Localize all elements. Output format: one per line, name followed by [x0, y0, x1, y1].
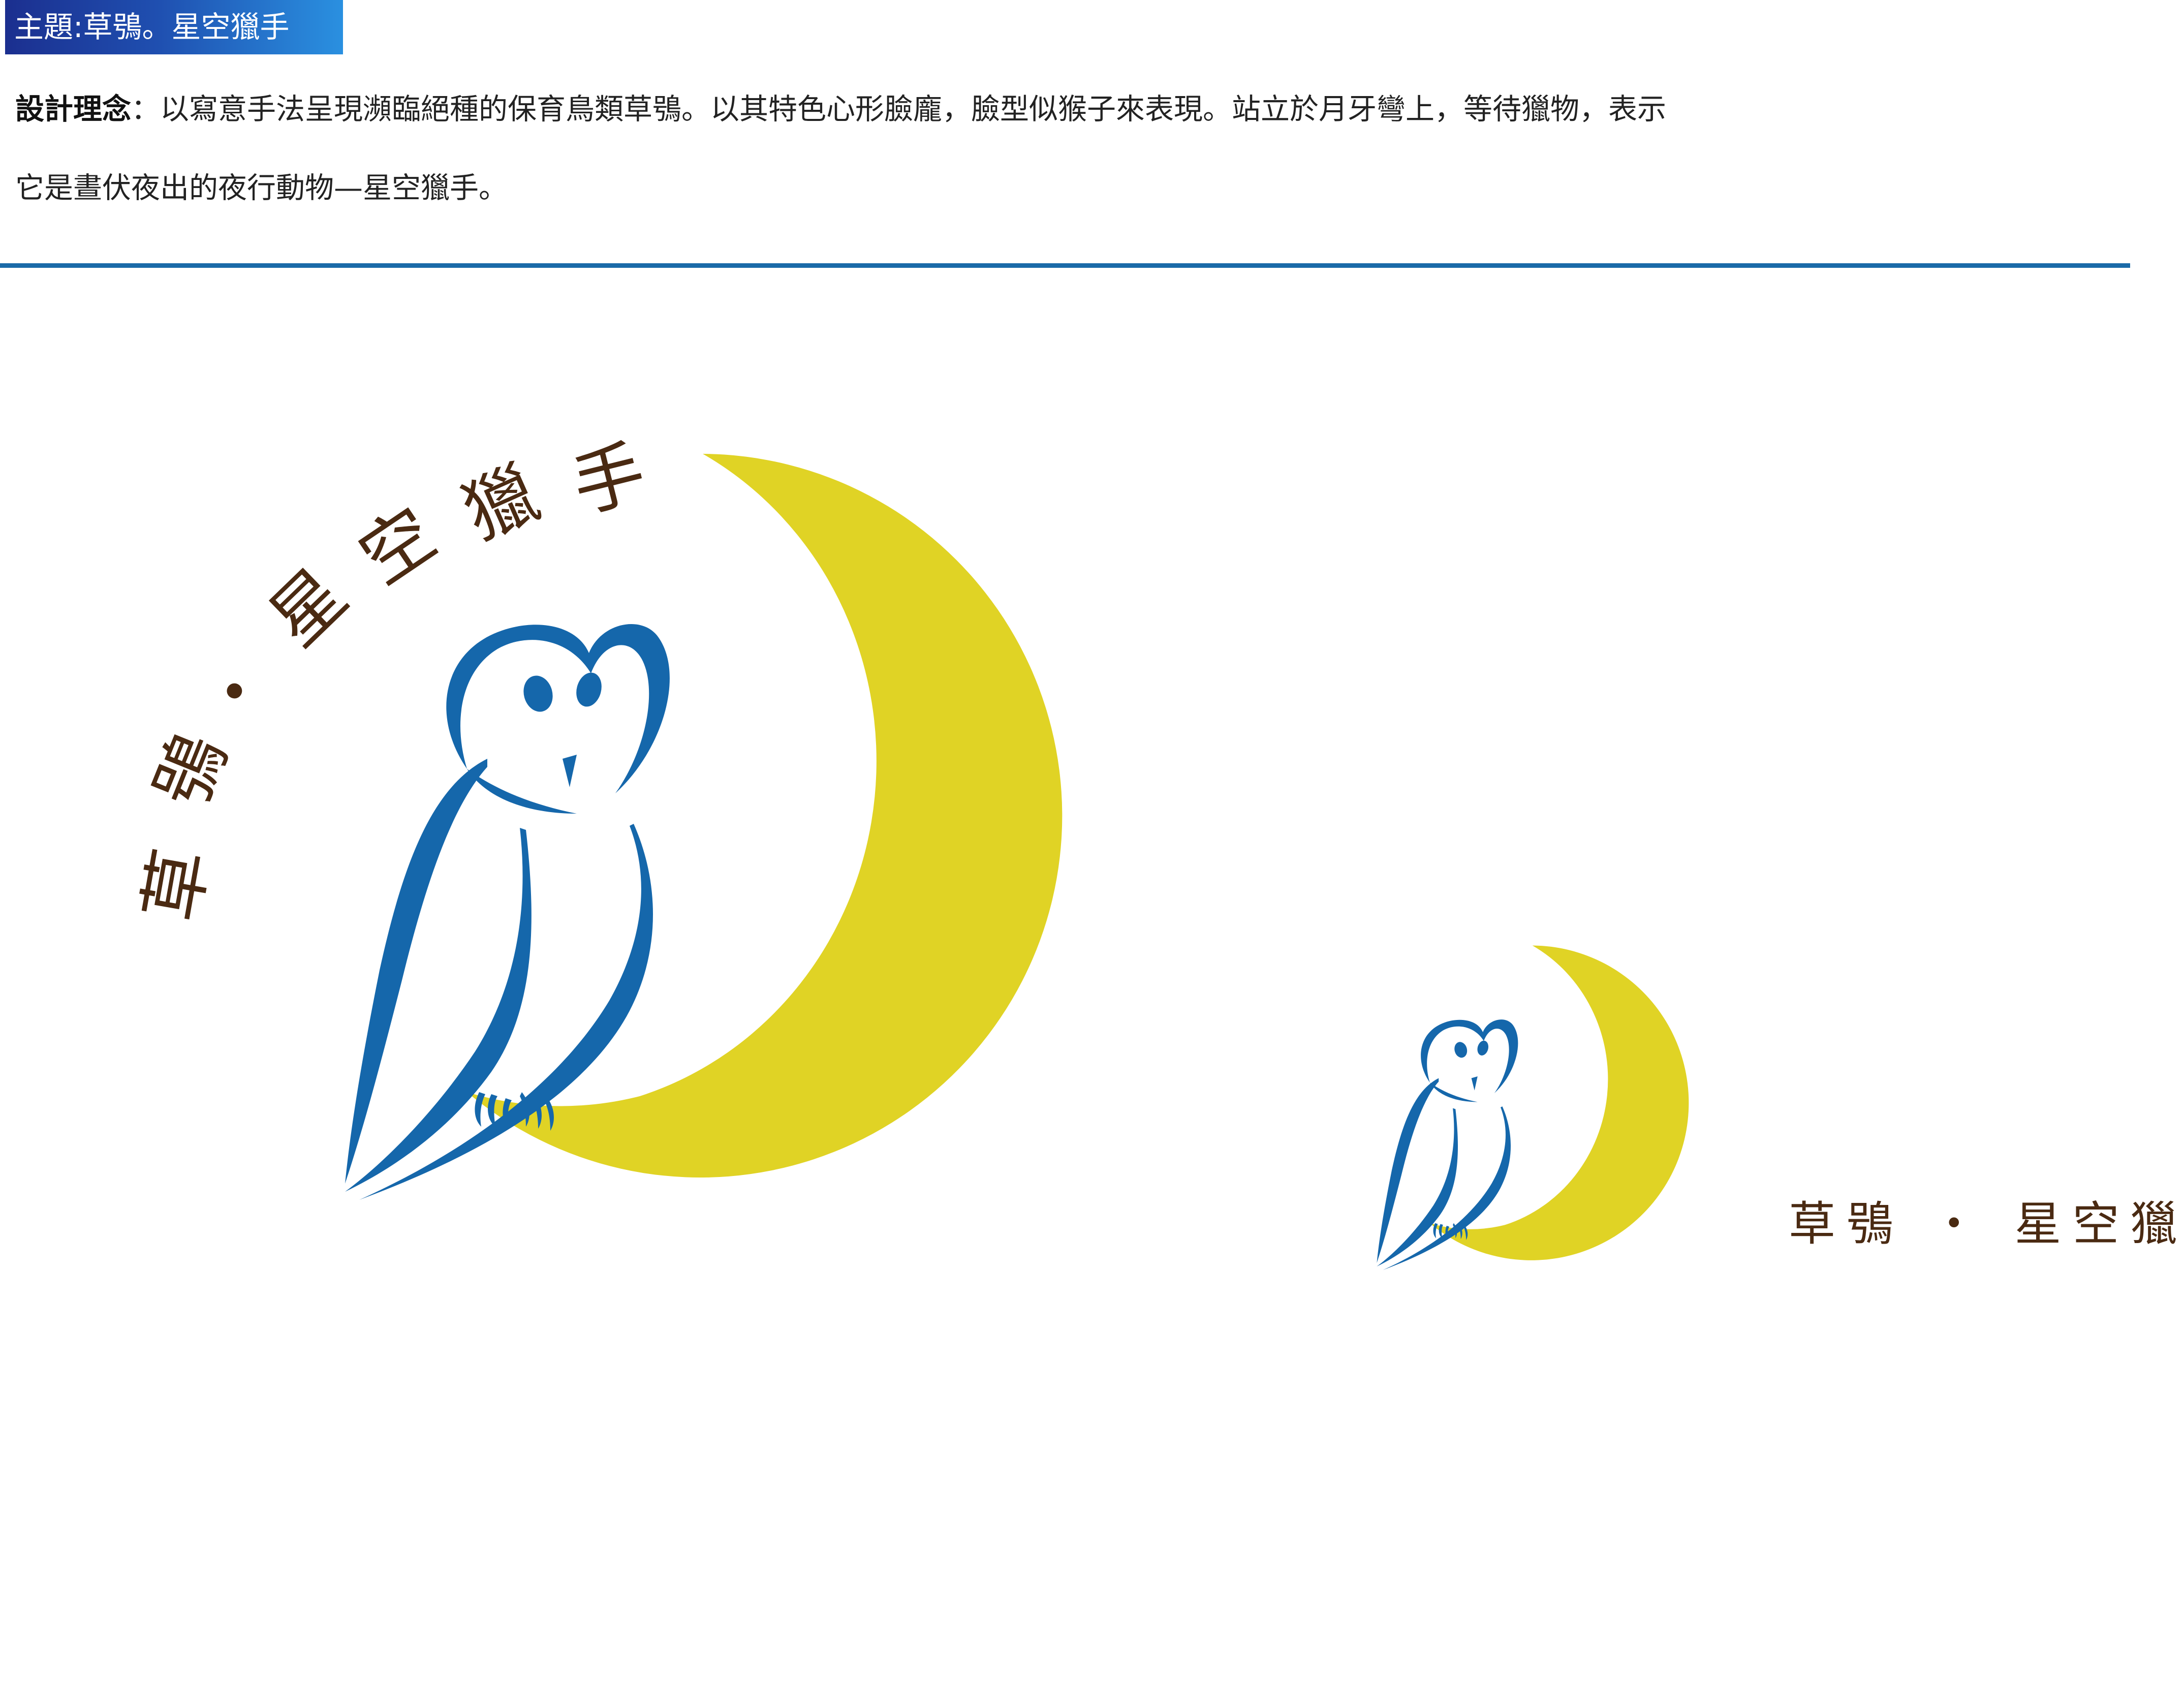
large-logo	[345, 454, 1063, 1200]
description-line-1: 設計理念：以寫意手法呈現瀕臨絕種的保育鳥類草鴞。以其特色心形臉龐，臉型似猴子來表…	[15, 91, 1666, 127]
arc-char-6: 獵	[452, 452, 550, 556]
description-label: 設計理念	[15, 92, 131, 126]
theme-label: 主題:草鴞。星空獵手	[5, 0, 343, 54]
arc-char-1: 草	[130, 843, 224, 927]
small-logo	[1377, 945, 1689, 1271]
arc-char-7: 手	[565, 431, 653, 529]
arc-char-3: ・	[182, 640, 291, 746]
logo-caption: 草鴞 ・ 星空獵手	[1789, 1197, 2184, 1251]
arc-text: 草 鴞 ・ 星 空 獵 手	[130, 431, 653, 927]
description-text-1: ：以寫意手法呈現瀕臨絕種的保育鳥類草鴞。以其特色心形臉龐，臉型似猴子來表現。站立…	[131, 92, 1666, 126]
description-line-2: 它是晝伏夜出的夜行動物—星空獵手。	[15, 171, 508, 205]
divider	[0, 263, 2130, 268]
arc-char-4: 星	[254, 553, 363, 663]
arc-char-5: 空	[346, 492, 451, 601]
arc-char-2: 鴞	[139, 723, 243, 820]
